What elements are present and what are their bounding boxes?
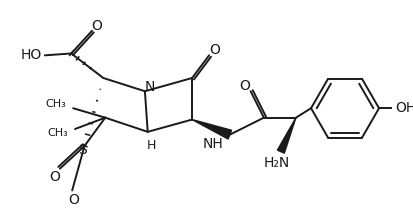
Text: CH₃: CH₃ <box>47 128 68 138</box>
Text: CH₃: CH₃ <box>46 99 66 110</box>
Text: NH: NH <box>202 137 223 151</box>
Text: HO: HO <box>21 48 42 62</box>
Text: S: S <box>78 143 87 157</box>
Text: O: O <box>239 79 250 93</box>
Polygon shape <box>192 120 231 139</box>
Text: O: O <box>69 193 79 207</box>
Text: N: N <box>144 80 154 95</box>
Text: OH: OH <box>394 101 413 115</box>
Polygon shape <box>277 118 295 153</box>
Text: H: H <box>147 138 156 152</box>
Text: H₂N: H₂N <box>263 156 290 170</box>
Text: O: O <box>49 170 59 184</box>
Text: O: O <box>91 19 102 33</box>
Text: O: O <box>209 43 220 57</box>
